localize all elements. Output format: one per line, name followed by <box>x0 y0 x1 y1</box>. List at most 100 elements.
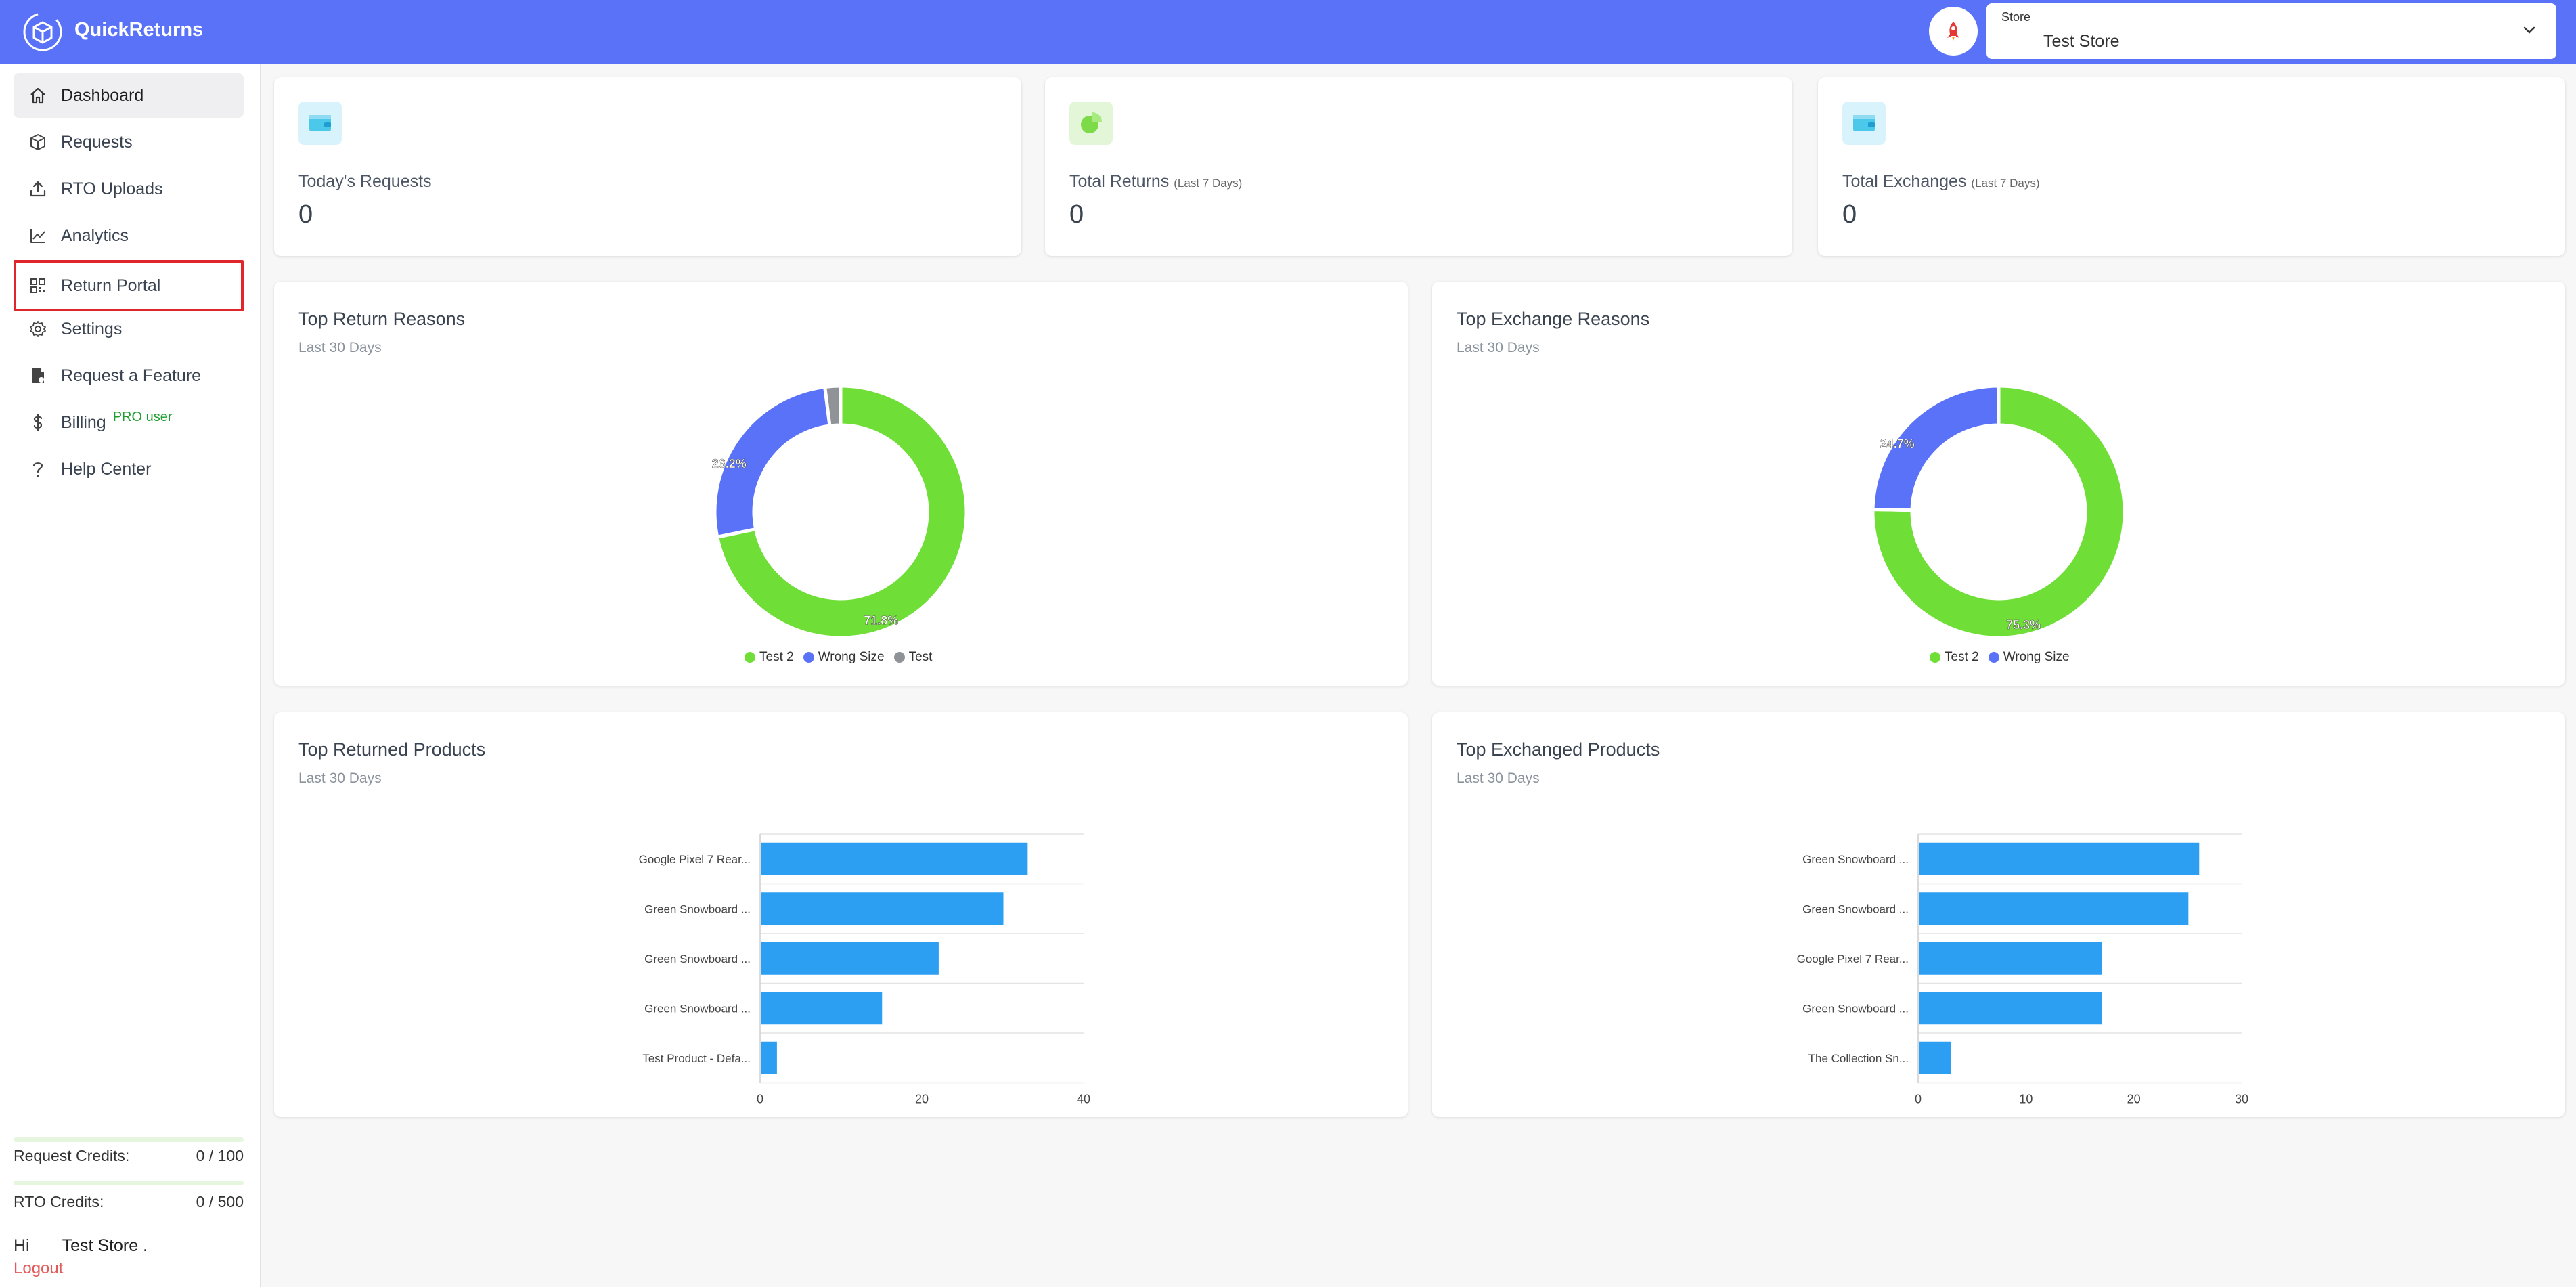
legend-item[interactable]: Test 2 <box>745 650 794 665</box>
logout-link[interactable]: Logout <box>14 1259 64 1278</box>
sidebar-item-rto-uploads[interactable]: RTO Uploads <box>14 167 244 211</box>
bar[interactable] <box>761 892 1004 925</box>
stat-value: 0 <box>1069 200 1084 229</box>
sidebar-item-label: Analytics <box>61 225 129 245</box>
bar[interactable] <box>1919 842 2200 875</box>
donut-slice[interactable] <box>1871 384 2127 640</box>
gear-icon <box>30 321 46 337</box>
legend-dot <box>803 652 814 663</box>
sidebar-item-request-feature[interactable]: Request a Feature <box>14 353 244 398</box>
panel-subtitle: Last 30 Days <box>298 340 382 355</box>
category-label: Green Snowboard ... <box>644 953 751 965</box>
panel-top-returned-products: Top Returned Products Last 30 Days Googl… <box>274 712 1408 1117</box>
x-tick-label: 0 <box>1915 1093 1922 1106</box>
store-select[interactable]: Store Test Store <box>1986 3 2556 59</box>
greeting: Hi Test Store . <box>14 1236 148 1256</box>
app-title: QuickReturns <box>74 19 204 41</box>
stat-value: 0 <box>298 200 313 229</box>
x-tick-label: 0 <box>757 1093 763 1106</box>
panel-title: Top Return Reasons <box>298 309 466 329</box>
wallet-icon <box>1842 102 1886 145</box>
stat-subtitle: (Last 7 Days) <box>1174 177 1243 190</box>
bar-chart-exchanged-products: Green Snowboard ... Green Snowboard ... Go… <box>1797 833 2248 1106</box>
sidebar-item-requests[interactable]: Requests <box>14 120 244 165</box>
home-icon <box>30 87 45 104</box>
donut-chart-return-reasons: 71.8% 26.2% <box>711 384 969 640</box>
category-label: Green Snowboard ... <box>644 902 751 915</box>
sidebar-item-return-portal[interactable]: Return Portal <box>14 260 244 311</box>
rto-credits: RTO Credits: 0 / 500 <box>14 1193 244 1211</box>
store-label: Store <box>2001 10 2031 24</box>
rocket-button[interactable] <box>1929 7 1978 56</box>
sidebar-item-label: Requests <box>61 132 133 152</box>
logo-icon <box>23 12 62 51</box>
legend-label: Test 2 <box>1945 650 1979 664</box>
panel-subtitle: Last 30 Days <box>1457 770 1540 786</box>
x-tick-label: 40 <box>1077 1093 1090 1106</box>
category-label: Green Snowboard ... <box>644 1002 751 1015</box>
panel-title: Top Exchanged Products <box>1457 739 1660 760</box>
rocket-icon <box>1947 22 1959 41</box>
category-label: Green Snowboard ... <box>1802 1002 1909 1015</box>
data-label: 26.2% <box>712 457 747 471</box>
stat-title-text: Total Exchanges <box>1842 172 1967 191</box>
stat-title-text: Today's Requests <box>298 172 432 191</box>
stat-title: Total Exchanges (Last 7 Days) <box>1842 172 2040 192</box>
stat-card-total-exchanges: Total Exchanges (Last 7 Days) 0 <box>1818 77 2565 256</box>
donut-slice[interactable] <box>1871 384 2001 512</box>
category-label: Green Snowboard ... <box>1802 853 1909 866</box>
legend-dot <box>1930 652 1940 663</box>
user-name: Test Store . <box>62 1236 148 1255</box>
store-value: Test Store <box>2043 32 2120 51</box>
bar[interactable] <box>1919 992 2102 1025</box>
sidebar-item-settings[interactable]: Settings <box>14 307 244 351</box>
upload-icon <box>30 181 46 197</box>
sidebar-item-label: Billing <box>61 412 106 432</box>
bar[interactable] <box>1919 892 2189 925</box>
category-label: Green Snowboard ... <box>1802 902 1909 915</box>
bar[interactable] <box>761 942 939 975</box>
donut-slice[interactable] <box>715 384 969 640</box>
donut-slice[interactable] <box>822 384 843 428</box>
sidebar-item-label: Request a Feature <box>61 366 202 385</box>
bar[interactable] <box>761 842 1028 875</box>
data-label: 75.3% <box>2006 618 2041 632</box>
bar[interactable] <box>1919 942 2102 975</box>
stat-title: Today's Requests <box>298 172 432 192</box>
rto-credits-label: RTO Credits: <box>14 1193 104 1210</box>
bar[interactable] <box>761 1041 777 1074</box>
legend-item[interactable]: Test <box>893 650 932 665</box>
pie-chart-icon <box>1069 102 1113 145</box>
legend-item[interactable]: Test 2 <box>1930 650 1979 665</box>
bar[interactable] <box>761 992 883 1025</box>
bar-chart-returned-products: Google Pixel 7 Rear... Green Snowboard ..… <box>639 833 1090 1106</box>
sidebar-item-label: Return Portal <box>61 276 161 295</box>
stat-card-total-returns: Total Returns (Last 7 Days) 0 <box>1045 77 1792 256</box>
panel-subtitle: Last 30 Days <box>1457 340 1540 355</box>
sidebar-item-billing[interactable]: Billing PRO user <box>14 400 244 445</box>
qr-grid-icon <box>30 278 45 293</box>
chevron-down-icon <box>2523 26 2535 34</box>
stat-card-todays-requests: Today's Requests 0 <box>274 77 1021 256</box>
sidebar-item-label: RTO Uploads <box>61 179 163 198</box>
panel-subtitle: Last 30 Days <box>298 770 382 786</box>
sidebar-item-label: Dashboard <box>61 85 144 105</box>
sidebar-item-analytics[interactable]: Analytics <box>14 213 244 258</box>
x-tick-label: 20 <box>2127 1093 2141 1106</box>
chart-legend: Test 2 Wrong Size Test <box>745 650 941 665</box>
x-tick-label: 30 <box>2235 1093 2248 1106</box>
stat-title: Total Returns (Last 7 Days) <box>1069 172 1242 192</box>
panel-top-exchange-reasons: Top Exchange Reasons Last 30 Days 75.3% 2… <box>1432 282 2565 686</box>
legend-label: Wrong Size <box>818 650 885 664</box>
sidebar-item-help-center[interactable]: Help Center <box>14 447 244 492</box>
top-header: QuickReturns Store Test Store <box>0 0 2576 64</box>
x-tick-label: 10 <box>2019 1093 2033 1106</box>
category-label: Test Product - Defa... <box>642 1052 751 1065</box>
legend-item[interactable]: Wrong Size <box>1988 650 2070 665</box>
pro-user-badge: PRO user <box>112 409 173 424</box>
chart-icon <box>30 229 45 243</box>
bar[interactable] <box>1919 1041 1951 1074</box>
sidebar-item-dashboard[interactable]: Dashboard <box>14 73 244 118</box>
legend-item[interactable]: Wrong Size <box>803 650 885 665</box>
greeting-text: Hi <box>14 1236 30 1255</box>
